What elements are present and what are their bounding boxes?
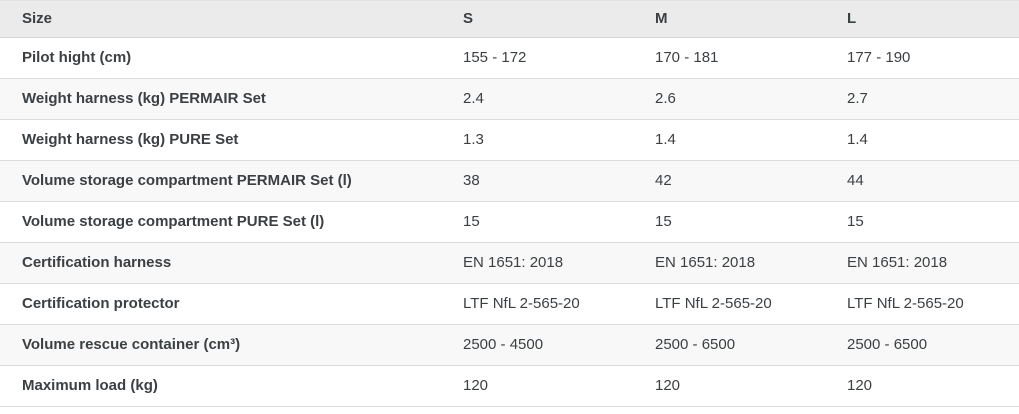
header-size-m: M [633, 0, 825, 38]
row-value: EN 1651: 2018 [655, 254, 756, 271]
row-value: 155 - 172 [463, 49, 527, 66]
row-label: Maximum load (kg) [22, 377, 158, 394]
row-label: Pilot hight (cm) [22, 49, 132, 66]
row-label: Certification protector [22, 295, 180, 312]
row-value: 38 [463, 172, 480, 189]
row-value: 170 - 181 [655, 49, 719, 66]
row-value: 2500 - 6500 [847, 336, 928, 353]
table-row: Maximum load (kg) 120 120 120 [0, 365, 1019, 407]
row-label: Volume rescue container (cm³) [22, 336, 241, 353]
table-row: Weight harness (kg) PURE Set 1.3 1.4 1.4 [0, 119, 1019, 161]
header-size-s: S [441, 0, 633, 38]
row-value: 15 [463, 213, 480, 230]
row-label: Weight harness (kg) PURE Set [22, 131, 239, 148]
row-value: 2.6 [655, 90, 676, 107]
row-value: 2.4 [463, 90, 484, 107]
table-row: Certification harness EN 1651: 2018 EN 165… [0, 242, 1019, 284]
table-row: Pilot hight (cm) 155 - 172 170 - 181 177 - … [0, 37, 1019, 79]
row-label: Volume storage compartment PURE Set (l) [22, 213, 325, 230]
table-row: Certification protector LTF NfL 2-565-20 L… [0, 283, 1019, 325]
row-label: Weight harness (kg) PERMAIR Set [22, 90, 266, 107]
row-value: 1.3 [463, 131, 484, 148]
row-value: 120 [463, 377, 489, 394]
spec-table-body: Pilot hight (cm) 155 - 172 170 - 181 177 - … [0, 37, 1019, 407]
row-value: 2500 - 4500 [463, 336, 544, 353]
row-value: LTF NfL 2-565-20 [847, 295, 964, 312]
table-row: Weight harness (kg) PERMAIR Set 2.4 2.6 2.7 [0, 78, 1019, 120]
table-row: Volume storage compartment PURE Set (l) 1… [0, 201, 1019, 243]
row-value: 177 - 190 [847, 49, 911, 66]
header-size: Size [0, 0, 441, 38]
row-value: 15 [655, 213, 672, 230]
row-value: LTF NfL 2-565-20 [655, 295, 772, 312]
header-size-l: L [825, 0, 1019, 38]
table-row: Volume storage compartment PERMAIR Set (… [0, 160, 1019, 202]
row-value: 120 [847, 377, 873, 394]
row-value: 44 [847, 172, 864, 189]
row-value: 1.4 [655, 131, 676, 148]
row-value: 1.4 [847, 131, 868, 148]
row-value: 2.7 [847, 90, 868, 107]
row-label: Volume storage compartment PERMAIR Set (… [22, 172, 352, 189]
row-value: EN 1651: 2018 [463, 254, 564, 271]
row-value: 15 [847, 213, 864, 230]
row-value: EN 1651: 2018 [847, 254, 948, 271]
row-label: Certification harness [22, 254, 172, 271]
row-value: 2500 - 6500 [655, 336, 736, 353]
row-value: LTF NfL 2-565-20 [463, 295, 580, 312]
row-value: 120 [655, 377, 681, 394]
header-row: Size S M L [0, 0, 1019, 38]
row-value: 42 [655, 172, 672, 189]
table-row: Volume rescue container (cm³) 2500 - 4500… [0, 324, 1019, 366]
